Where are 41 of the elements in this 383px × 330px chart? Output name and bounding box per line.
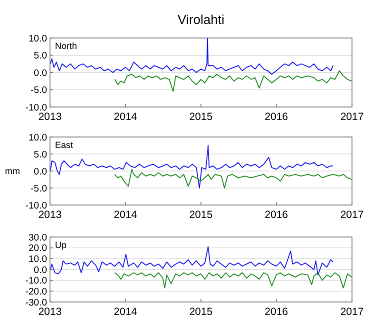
chart-title: Virolahti [178, 12, 224, 27]
y-tick-label: 20.0 [28, 243, 47, 254]
x-tick-label: 2014 [114, 209, 138, 221]
y-tick-label: 30.0 [28, 232, 47, 244]
y-tick-label: 5.0 [34, 50, 47, 62]
x-tick-label: 2017 [340, 111, 364, 123]
x-tick-label: 2013 [38, 111, 62, 123]
y-tick-label: -20.0 [25, 286, 47, 298]
y-tick-label: -10.0 [25, 102, 47, 114]
x-tick-label: 2015 [189, 111, 213, 123]
x-tick-label: 2016 [264, 209, 288, 221]
y-tick-label: -10.0 [25, 200, 47, 212]
y-tick-label: -5.0 [30, 85, 47, 96]
x-tick-label: 2016 [264, 111, 288, 123]
x-tick-label: 2017 [340, 306, 364, 318]
line-series [50, 38, 334, 75]
x-tick-label: 2015 [189, 209, 213, 221]
y-tick-label: 5.0 [34, 149, 47, 160]
annotation: North [55, 41, 78, 51]
x-tick-label: 2016 [264, 306, 288, 318]
line-series [114, 272, 352, 288]
y-tick-label: 0.0 [34, 68, 47, 79]
line-series [114, 70, 352, 92]
y-axis-title: mm [5, 166, 20, 176]
annotation: East [55, 140, 74, 150]
x-tick-label: 2015 [189, 306, 213, 318]
x-tick-label: 2013 [38, 209, 62, 221]
line-series [114, 168, 352, 188]
x-tick-label: 2013 [38, 306, 62, 318]
y-tick-label: 10.0 [28, 33, 47, 44]
y-tick-label: 0.0 [34, 166, 47, 178]
x-tick-label: 2014 [114, 306, 138, 318]
x-tick-label: 2014 [114, 111, 138, 123]
y-tick-label: 10.0 [28, 254, 47, 265]
y-tick-label: -10.0 [25, 276, 47, 287]
annotation: Up [55, 240, 67, 250]
y-tick-label: 0.0 [34, 264, 47, 276]
y-tick-label: -30.0 [25, 297, 47, 308]
y-tick-label: -5.0 [30, 183, 47, 194]
x-tick-label: 2017 [340, 209, 364, 221]
y-tick-label: 10.0 [28, 132, 47, 144]
